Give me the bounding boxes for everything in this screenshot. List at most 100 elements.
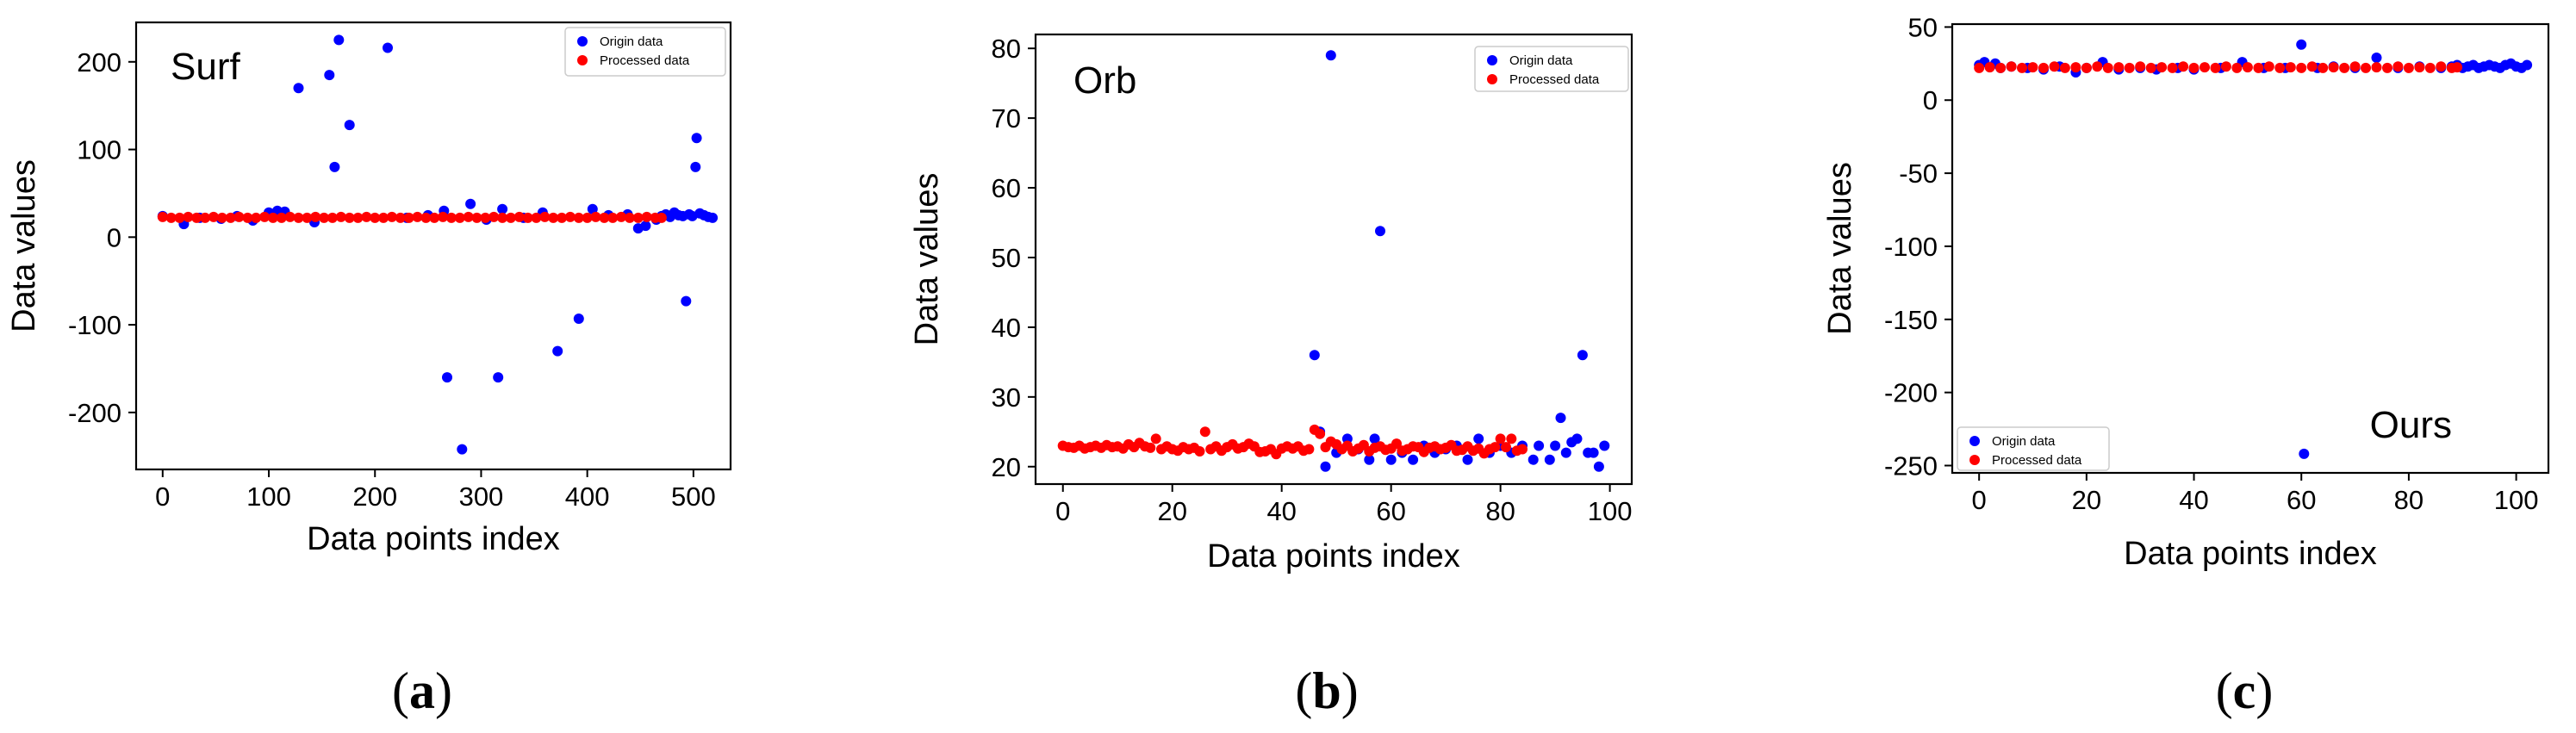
- processed-point-1: [1984, 62, 1995, 73]
- processed-point-48: [564, 211, 576, 222]
- caption-letter: a: [409, 662, 435, 719]
- panel-caption: (c): [2216, 662, 2274, 719]
- origin-point-9: [293, 83, 304, 94]
- origin-point-44: [690, 161, 701, 172]
- origin-point-3: [1325, 50, 1336, 61]
- processed-point-30: [412, 211, 423, 222]
- processed-point-2: [1995, 62, 2007, 73]
- processed-point-6: [208, 211, 219, 222]
- y-tick-label: 0: [107, 222, 121, 252]
- legend-marker-origin: [1487, 55, 1497, 65]
- processed-point-26: [378, 212, 389, 223]
- origin-point-23: [1528, 454, 1539, 465]
- processed-point-20: [2188, 62, 2200, 73]
- processed-point-28: [395, 212, 406, 223]
- y-tick-label: 200: [77, 47, 121, 78]
- processed-point-9: [2070, 62, 2081, 73]
- processed-point-43: [2436, 61, 2447, 72]
- chart-title: Surf: [171, 46, 240, 88]
- processed-point-37: [471, 212, 482, 223]
- processed-point-79: [1490, 442, 1501, 453]
- processed-point-53: [607, 212, 619, 223]
- processed-point-32: [429, 212, 440, 223]
- origin-point-34: [1593, 461, 1604, 472]
- processed-point-23: [352, 212, 364, 223]
- processed-point-40: [497, 212, 508, 223]
- processed-point-31: [2306, 61, 2318, 72]
- y-tick-label: 60: [992, 173, 1021, 203]
- x-axis-label: Data points index: [307, 521, 560, 557]
- processed-point-45: [539, 211, 551, 222]
- origin-point-43: [2522, 59, 2533, 71]
- y-axis-label: Data values: [909, 173, 945, 346]
- processed-point-40: [2403, 62, 2414, 73]
- y-tick-label: 40: [992, 313, 1021, 343]
- x-tick-label: 80: [2394, 485, 2424, 515]
- origin-point-29: [587, 203, 598, 214]
- processed-point-12: [259, 211, 271, 222]
- x-axis-label: Data points index: [2124, 536, 2377, 572]
- processed-point-11: [2092, 61, 2103, 72]
- processed-point-5: [2027, 62, 2038, 73]
- processed-point-16: [293, 212, 304, 223]
- y-tick-label: -50: [1899, 158, 1938, 189]
- processed-point-21: [2200, 62, 2210, 73]
- x-tick-label: 40: [2179, 485, 2208, 515]
- origin-point-25: [1544, 454, 1555, 465]
- processed-point-34: [445, 212, 457, 223]
- processed-point-38: [2382, 62, 2392, 73]
- origin-point-9: [1375, 226, 1385, 237]
- caption-open-paren: (: [392, 662, 409, 719]
- processed-point-0: [1974, 62, 1985, 73]
- y-tick-label: 0: [1923, 85, 1938, 115]
- processed-point-4: [191, 212, 202, 223]
- origin-point-33: [1588, 447, 1599, 458]
- processed-point-59: [656, 212, 667, 223]
- x-tick-label: 400: [565, 481, 610, 512]
- processed-point-51: [590, 211, 601, 222]
- processed-point-10: [2081, 62, 2092, 73]
- origin-point-11: [324, 70, 335, 81]
- origin-point-27: [1555, 413, 1566, 424]
- origin-point-18: [1473, 433, 1484, 444]
- chart-panel-a: 0 100 200 300 400 500 -200 -100 0 100 200 Data poin…: [6, 21, 732, 719]
- x-tick-label: 60: [1376, 496, 1405, 526]
- processed-point-19: [2178, 61, 2189, 72]
- chart-panel-b: 0 20 40 60 80 100 20 30 40 50 60 70 80 Data points in…: [909, 33, 1633, 719]
- x-tick-label: 20: [1157, 496, 1186, 526]
- origin-point-2: [1320, 461, 1331, 472]
- x-tick-label: 80: [1485, 496, 1515, 526]
- legend: Origin data Processed data: [564, 27, 726, 77]
- legend-label-origin: Origin data: [1992, 434, 2056, 449]
- x-tick-label: 300: [459, 481, 504, 512]
- processed-point-37: [2371, 62, 2382, 73]
- origin-point-15: [383, 42, 393, 53]
- processed-point-49: [573, 212, 584, 223]
- processed-point-42: [2424, 62, 2436, 73]
- processed-point-61: [1391, 438, 1402, 450]
- processed-point-56: [632, 212, 644, 223]
- processed-point-2: [174, 212, 185, 223]
- y-axis-label: Data values: [1822, 162, 1858, 335]
- legend-marker-origin: [1969, 436, 1980, 446]
- processed-point-45: [1304, 444, 1315, 455]
- processed-point-39: [2392, 61, 2404, 72]
- caption-letter: c: [2233, 662, 2256, 719]
- processed-point-17: [1150, 433, 1161, 444]
- processed-point-57: [641, 211, 652, 222]
- processed-point-6: [2038, 62, 2049, 73]
- processed-point-17: [302, 212, 313, 223]
- plot-frame: [1951, 22, 2550, 475]
- processed-point-27: [2263, 61, 2274, 72]
- x-tick-label: 500: [671, 481, 716, 512]
- processed-point-27: [386, 211, 397, 222]
- processed-point-35: [454, 212, 465, 223]
- processed-point-33: [2328, 62, 2339, 73]
- legend-marker-processed: [1969, 455, 1980, 465]
- processed-point-55: [624, 212, 635, 223]
- processed-point-28: [2274, 62, 2286, 73]
- legend-label-processed: Processed data: [600, 53, 690, 68]
- origin-point-24: [497, 203, 508, 214]
- processed-point-25: [2242, 62, 2253, 73]
- chart-title: Ours: [2370, 404, 2452, 446]
